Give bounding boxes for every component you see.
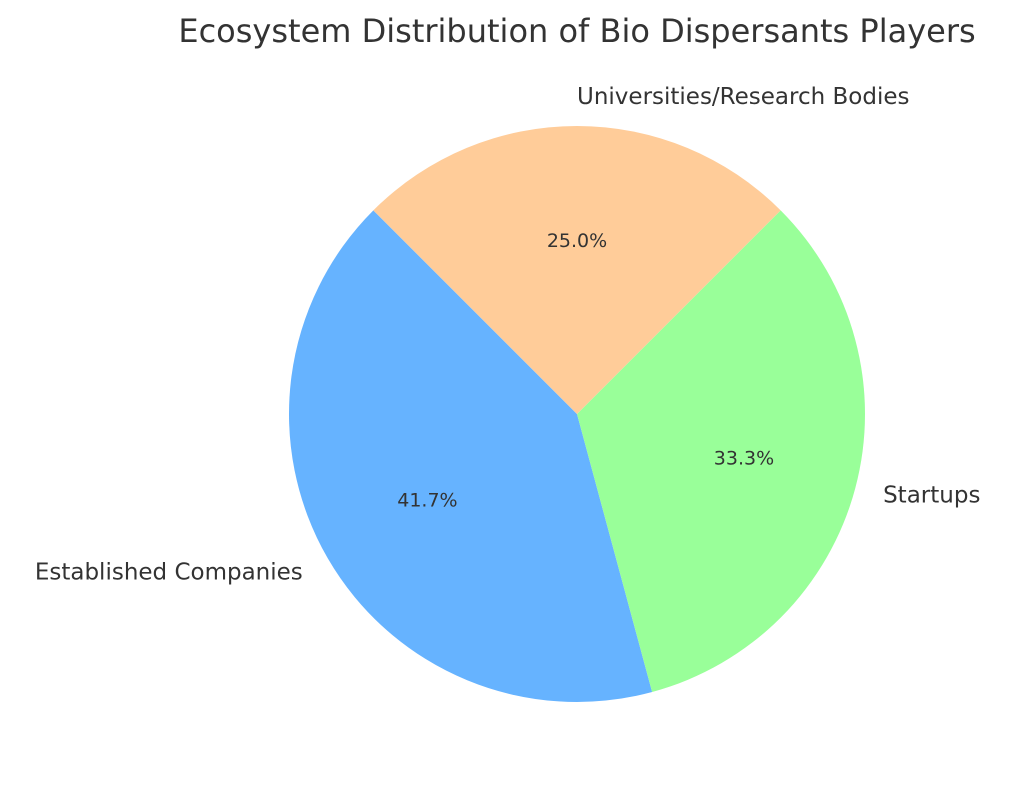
pie-slices (289, 126, 865, 702)
chart-title: Ecosystem Distribution of Bio Dispersant… (178, 12, 975, 50)
slice-percent-established-companies: 41.7% (397, 490, 457, 512)
slice-percent-startups: 33.3% (714, 448, 774, 470)
slice-percent-universities-research-bodies: 25.0% (547, 230, 607, 252)
slice-label-universities-research-bodies: Universities/Research Bodies (577, 84, 909, 110)
slice-label-established-companies: Established Companies (35, 560, 303, 586)
slice-label-startups: Startups (883, 483, 980, 509)
